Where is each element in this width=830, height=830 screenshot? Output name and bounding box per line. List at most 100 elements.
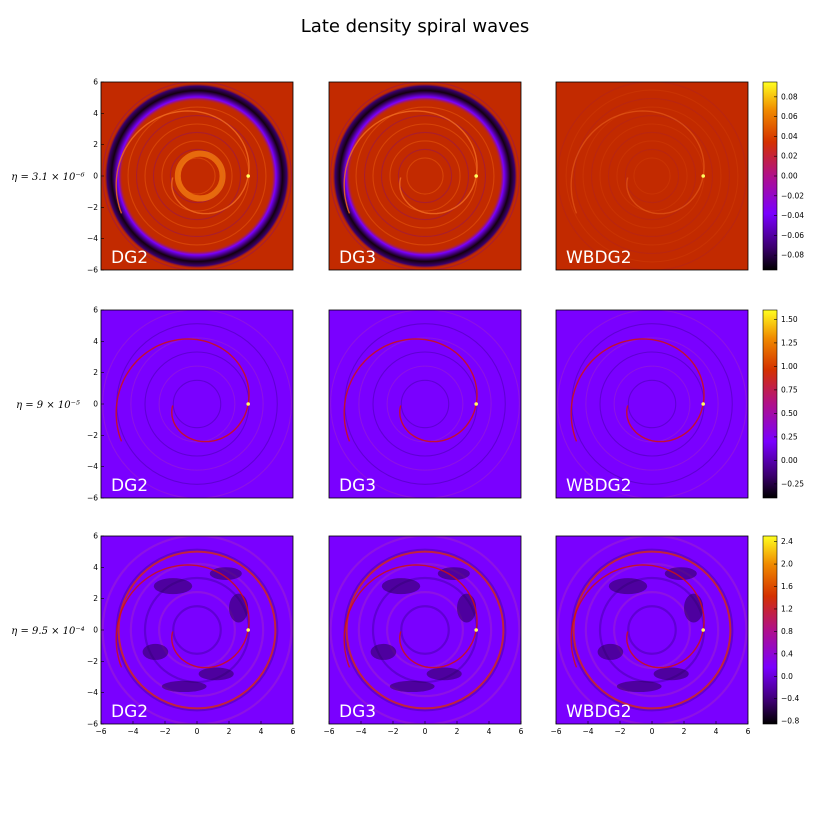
planet-marker — [701, 174, 705, 178]
density-ring — [584, 562, 720, 698]
y-tick-label: −6 — [87, 494, 98, 503]
row-eta-label: η = 9.5 × 10⁻⁴ — [11, 626, 84, 637]
heatmap-image — [101, 536, 293, 724]
x-tick-label: 6 — [746, 727, 751, 736]
colorbar-tick-label: −0.06 — [781, 231, 804, 240]
density-ring — [585, 337, 719, 471]
y-tick-label: −2 — [87, 431, 98, 440]
colorbar-tick-label: 0.00 — [781, 172, 798, 181]
y-tick-label: −4 — [87, 234, 98, 243]
y-tick-label: 0 — [93, 400, 98, 409]
x-tick-label: 6 — [519, 727, 524, 736]
planet-marker — [701, 628, 705, 632]
colorbar-row3: 2.4 2.0 1.6 1.2 0.8 0.4 0.0 −0.4 −0.8 — [762, 535, 799, 726]
x-tick-label: −6 — [95, 727, 106, 736]
colorbar-tick-label: 2.0 — [781, 560, 793, 569]
y-tick-label: 4 — [93, 563, 98, 572]
density-ring — [172, 379, 222, 429]
x-tick-label: −2 — [159, 727, 170, 736]
density-ring — [624, 148, 680, 204]
panel-label-dg3: DG3 — [339, 248, 376, 268]
turbulent-region — [161, 680, 207, 693]
density-ring — [557, 82, 747, 270]
outer-red-arc — [345, 550, 505, 710]
y-tick-label: 6 — [93, 78, 98, 87]
colorbar-tick-label: −0.08 — [781, 251, 804, 260]
density-ring — [627, 379, 677, 429]
x-tick-label: 4 — [487, 727, 492, 736]
panel-dg3-row2: DG3 — [328, 309, 522, 499]
colorbar-tick-label: 1.25 — [781, 338, 798, 347]
colorbar-tick-label: 1.2 — [781, 604, 793, 613]
density-ring — [386, 591, 464, 669]
density-ring — [633, 157, 671, 195]
inner-spiral-arm — [399, 403, 477, 443]
density-ring — [158, 365, 236, 443]
colorbar-gradient — [762, 309, 778, 499]
density-ring — [556, 536, 748, 724]
inner-bright-ring — [174, 150, 226, 202]
x-tick-label: −4 — [127, 727, 138, 736]
density-ring — [557, 310, 747, 498]
heatmap-image — [556, 310, 748, 498]
y-tick-label: 6 — [93, 306, 98, 315]
x-tick-label: −6 — [550, 727, 561, 736]
colorbar-tick-label: 0.50 — [781, 409, 798, 418]
colorbar-tick-label: 0.0 — [781, 672, 793, 681]
density-ring — [582, 106, 722, 246]
heatmap-image — [329, 536, 521, 724]
heatmap-image — [101, 310, 293, 498]
y-tick-label: −4 — [87, 688, 98, 697]
inner-spiral-arm — [399, 175, 477, 215]
turbulent-region — [437, 567, 470, 580]
y-tick-label: −4 — [87, 462, 98, 471]
x-tick-label: 0 — [423, 727, 428, 736]
y-tick-label: 4 — [93, 109, 98, 118]
density-ring — [357, 562, 493, 698]
panel-label-wbdg2: WBDG2 — [566, 248, 632, 268]
panel-wbdg2-row1: WBDG2 — [555, 81, 749, 271]
chart-title: Late density spiral waves — [301, 16, 529, 37]
panel-wbdg2-row2: WBDG2 — [555, 309, 749, 499]
turbulent-region — [381, 578, 421, 595]
colorbar-tick-label: 0.75 — [781, 385, 798, 394]
heatmap-background — [556, 82, 748, 270]
planet-marker — [246, 402, 250, 406]
inner-spiral-arm — [171, 629, 249, 669]
outer-spiral-arm — [570, 564, 705, 668]
x-tick-label: 2 — [455, 727, 460, 736]
y-tick-label: 4 — [93, 337, 98, 346]
turbulent-region — [198, 667, 234, 681]
density-ring — [400, 379, 450, 429]
y-tick-label: 2 — [93, 368, 98, 377]
x-tick-label: −2 — [614, 727, 625, 736]
outer-spiral-arm — [115, 564, 250, 668]
colorbar-tick-label: −0.25 — [781, 479, 804, 488]
colorbar-tick-label: 0.00 — [781, 456, 798, 465]
heatmap-image — [556, 82, 748, 270]
colorbar-tick-label: −0.8 — [781, 717, 799, 726]
planet-marker — [474, 628, 479, 632]
heatmap-background — [556, 310, 748, 498]
x-tick-label: 0 — [650, 727, 655, 736]
colorbar-tick-label: 1.00 — [781, 362, 798, 371]
x-tick-label: 6 — [291, 727, 296, 736]
colorbar-tick-label: 0.4 — [781, 649, 793, 658]
inner-spiral-arm — [626, 629, 704, 669]
panel-frame — [328, 81, 522, 271]
heatmap-image — [101, 82, 293, 270]
outer-spiral-arm — [343, 338, 478, 442]
turbulent-region — [664, 567, 697, 580]
colorbar-row2: 1.50 1.25 1.00 0.75 0.50 0.25 0.00 −0.25 — [762, 309, 804, 499]
inner-spiral-arm — [626, 403, 704, 443]
y-tick-label: −2 — [87, 657, 98, 666]
y-tick-label: 2 — [93, 594, 98, 603]
inner-spiral-arm — [171, 175, 249, 215]
density-ring — [627, 605, 677, 655]
inner-spiral-arm — [626, 175, 704, 215]
heatmap-background — [101, 536, 293, 724]
colorbar-row1: 0.08 0.06 0.04 0.02 0.00 −0.02 −0.04 −0.06 −0.08 — [762, 81, 804, 271]
